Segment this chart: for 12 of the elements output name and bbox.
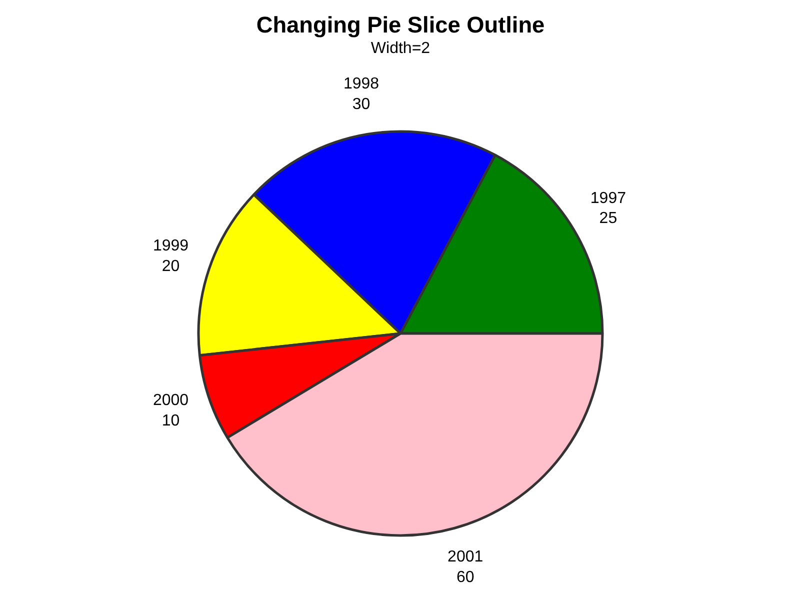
data-label: 20 [162,258,180,275]
data-label: 60 [456,568,474,586]
slice-label: 1998 [343,76,380,93]
slice-label: 2001 [448,548,484,566]
data-label: 25 [599,210,618,228]
data-label: 10 [162,412,180,430]
chart-subtitle: Width=2 [370,40,430,57]
data-label: 30 [352,96,370,113]
slice-label: 1999 [152,237,189,254]
chart-title: Changing Pie Slice Outline [256,12,545,38]
slice-label: 2000 [152,392,189,410]
slice-label: 1997 [590,190,626,207]
